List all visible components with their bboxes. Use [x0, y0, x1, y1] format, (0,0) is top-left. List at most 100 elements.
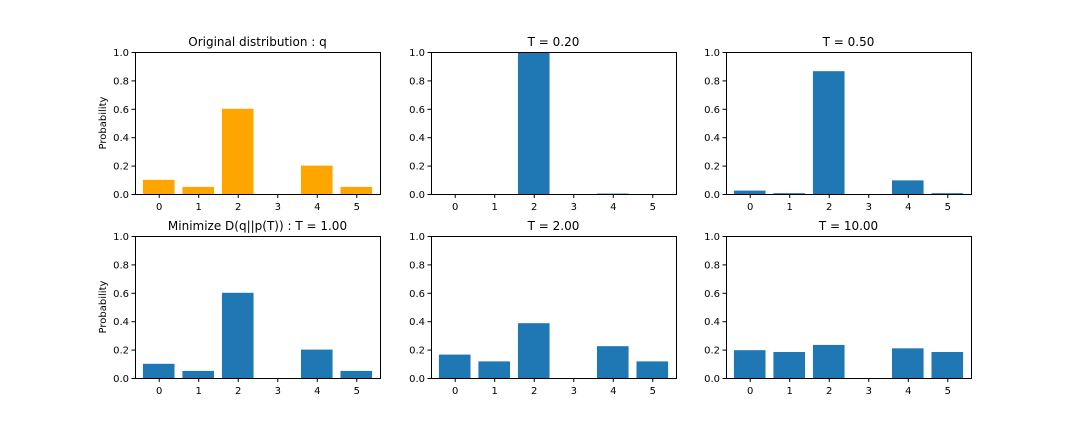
- y-tick-label: 0.8: [704, 260, 720, 271]
- bar-4: [891, 348, 924, 378]
- bar-5: [636, 361, 669, 378]
- subplot-3: 0.0 0.2 0.4 0.6 0.8 1.0 0 1 2 3 4 5 T = 0.50: [704, 35, 972, 213]
- axes-frame: [431, 52, 677, 195]
- x-tick-label: 4: [610, 202, 616, 213]
- y-tick-label: 1.0: [113, 232, 129, 243]
- bar-1: [182, 370, 215, 378]
- y-tick-label: 0.4: [409, 133, 425, 144]
- x-tick-label: 0: [452, 202, 458, 213]
- x-tick-label: 3: [275, 386, 281, 397]
- y-tick-label: 0.6: [113, 105, 129, 116]
- y-tick-label: 0.6: [409, 289, 425, 300]
- axes-frame: [726, 52, 972, 195]
- x-tick-label: 1: [196, 202, 202, 213]
- y-tick-label: 1.0: [113, 48, 129, 59]
- x-tick-label: 4: [314, 386, 320, 397]
- x-tick-label: 3: [866, 202, 872, 213]
- bar-1: [773, 193, 806, 194]
- x-tick-label: 0: [156, 386, 162, 397]
- x-tick-label: 1: [787, 386, 793, 397]
- x-tick-label: 0: [156, 202, 162, 213]
- x-tick-label: 2: [531, 202, 537, 213]
- x-tick-label: 5: [354, 202, 360, 213]
- y-tick-label: 0.0: [113, 190, 129, 201]
- bar-1: [182, 186, 215, 194]
- y-tick-label: 1.0: [704, 48, 720, 59]
- y-tick-label: 0.2: [704, 162, 720, 173]
- x-tick-label: 4: [905, 386, 911, 397]
- y-tick-label: 0.2: [409, 162, 425, 173]
- x-tick-label: 2: [826, 202, 832, 213]
- axes-frame: [726, 236, 972, 379]
- subplot-5: 0.0 0.2 0.4 0.6 0.8 1.0 0 1 2 3 4 5 T = 2.00: [409, 219, 677, 397]
- subplot-2: 0.0 0.2 0.4 0.6 0.8 1.0 0 1 2 3 4 5 T = 0.20: [409, 35, 677, 213]
- subplot-4: 0.0 0.2 0.4 0.6 0.8 1.0 0 1 2 3 4 5 Minimize D(q||p(…: [98, 219, 381, 397]
- y-tick-label: 0.4: [704, 317, 720, 328]
- y-tick-label: 0.0: [704, 374, 720, 385]
- x-tick-label: 1: [492, 386, 498, 397]
- y-tick-label: 0.6: [704, 289, 720, 300]
- bar-2: [812, 71, 845, 194]
- x-tick-label: 4: [610, 386, 616, 397]
- y-tick-label: 0.4: [113, 133, 129, 144]
- y-tick-label: 1.0: [704, 232, 720, 243]
- bar-2: [517, 323, 550, 378]
- y-tick-label: 0.0: [409, 374, 425, 385]
- bar-4: [300, 165, 333, 194]
- bar-4: [596, 346, 629, 378]
- y-tick-label: 0.8: [113, 76, 129, 87]
- chart-title: Minimize D(q||p(T)) : T = 1.00: [168, 219, 347, 233]
- y-axis-label: Probability: [98, 96, 109, 149]
- x-tick-label: 4: [905, 202, 911, 213]
- bar-1: [478, 361, 511, 378]
- y-tick-label: 0.8: [704, 76, 720, 87]
- x-tick-label: 0: [747, 386, 753, 397]
- x-tick-label: 3: [866, 386, 872, 397]
- x-tick-label: 0: [747, 202, 753, 213]
- x-tick-label: 5: [945, 202, 951, 213]
- bar-1: [773, 352, 806, 378]
- x-tick-label: 1: [787, 202, 793, 213]
- bar-0: [733, 350, 766, 378]
- bar-0: [142, 363, 175, 378]
- y-tick-label: 0.2: [113, 162, 129, 173]
- x-tick-label: 5: [354, 386, 360, 397]
- bar-2: [812, 344, 845, 378]
- chart-title: Original distribution : q: [188, 35, 326, 49]
- axes-frame: [135, 236, 381, 379]
- bar-2: [221, 292, 254, 378]
- subplot-6: 0.0 0.2 0.4 0.6 0.8 1.0 0 1 2 3 4 5 T = 10.00: [704, 219, 972, 397]
- bar-5: [931, 352, 964, 378]
- x-tick-label: 1: [492, 202, 498, 213]
- x-tick-label: 5: [650, 386, 656, 397]
- y-tick-label: 0.4: [409, 317, 425, 328]
- y-tick-label: 0.2: [409, 346, 425, 357]
- y-tick-label: 0.8: [409, 76, 425, 87]
- x-tick-label: 2: [826, 386, 832, 397]
- y-axis-label: Probability: [98, 280, 109, 333]
- y-tick-label: 0.6: [409, 105, 425, 116]
- bar-0: [142, 179, 175, 194]
- x-tick-label: 5: [650, 202, 656, 213]
- chart-title: T = 2.00: [527, 219, 580, 233]
- y-tick-label: 0.8: [113, 260, 129, 271]
- y-tick-label: 0.0: [409, 190, 425, 201]
- y-tick-label: 1.0: [409, 232, 425, 243]
- bar-2: [517, 52, 550, 194]
- y-tick-label: 0.0: [704, 190, 720, 201]
- x-tick-label: 3: [571, 202, 577, 213]
- bar-4: [891, 180, 924, 194]
- chart-title: T = 10.00: [818, 219, 878, 233]
- bar-0: [438, 354, 471, 378]
- y-tick-label: 0.6: [704, 105, 720, 116]
- y-tick-label: 0.2: [704, 346, 720, 357]
- y-tick-label: 0.0: [113, 374, 129, 385]
- bar-5: [931, 193, 964, 194]
- y-tick-label: 0.2: [113, 346, 129, 357]
- axes-frame: [135, 52, 381, 195]
- x-tick-label: 1: [196, 386, 202, 397]
- bar-2: [221, 108, 254, 194]
- x-tick-label: 4: [314, 202, 320, 213]
- x-tick-label: 5: [945, 386, 951, 397]
